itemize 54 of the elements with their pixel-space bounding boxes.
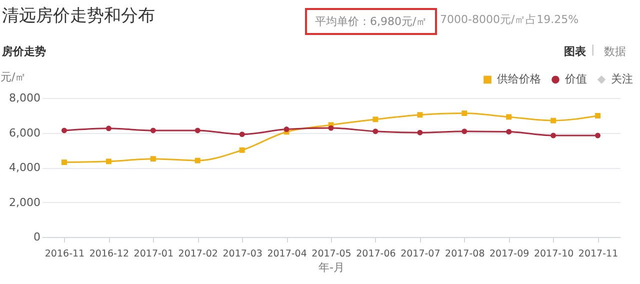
- x-tick-label: 2017-11: [578, 248, 618, 260]
- point: [372, 116, 378, 122]
- point: [550, 132, 556, 138]
- point: [194, 158, 200, 164]
- text: 平均单价：6,980元/㎡: [305, 8, 438, 35]
- point: [550, 118, 556, 124]
- point: [372, 128, 378, 134]
- y-tick-label: 6,000: [9, 126, 40, 140]
- x-tick-label: 2016-11: [44, 248, 85, 260]
- x-tick-label: 2017-02: [178, 248, 218, 260]
- chart-title: 清远房价走势和分布: [2, 5, 155, 27]
- point: [239, 132, 245, 138]
- x-axis-title: 年-月: [318, 261, 344, 274]
- point: [462, 128, 468, 134]
- x-tick-label: 2017-07: [400, 248, 440, 260]
- y-axis-title: 元/㎡: [0, 70, 26, 84]
- x-tick-label: 2017-05: [312, 248, 352, 260]
- x-tick-label: 2017-08: [445, 248, 485, 260]
- point: [506, 114, 512, 120]
- point: [462, 110, 468, 116]
- text: 7000-8000元/㎡占19.25%: [440, 12, 579, 27]
- x-tick-label: 2017-09: [489, 248, 530, 260]
- x-tick-label: 2017-04: [267, 248, 307, 260]
- point: [239, 147, 245, 153]
- point: [284, 126, 290, 132]
- y-tick-label: 2,000: [9, 196, 40, 209]
- text: 房价走势: [2, 44, 46, 59]
- y-tick-label: 8,000: [9, 92, 40, 104]
- x-tick-label: 2017-06: [356, 248, 396, 260]
- point: [595, 132, 601, 138]
- y-tick-label: 4,000: [9, 161, 40, 174]
- text: 图表: [564, 44, 586, 59]
- x-tick-label: 2016-12: [89, 248, 130, 260]
- text: |: [591, 43, 595, 56]
- legend-label: 供给价格: [497, 72, 541, 86]
- point: [61, 160, 67, 166]
- point: [61, 128, 67, 134]
- point: [595, 112, 601, 118]
- point: [194, 128, 200, 134]
- point: [417, 112, 423, 118]
- point: [328, 125, 334, 131]
- point: [417, 130, 423, 136]
- legend-label: 价值: [564, 72, 587, 86]
- point: [106, 158, 112, 164]
- x-tick-label: 2017-10: [534, 248, 574, 260]
- legend-label: 关注: [611, 72, 633, 86]
- point: [150, 156, 156, 162]
- x-tick-label: 2017-01: [134, 248, 174, 260]
- point: [506, 128, 512, 134]
- x-tick-label: 2017-03: [222, 248, 262, 260]
- point: [106, 126, 112, 132]
- y-tick-label: 0: [34, 230, 40, 244]
- point: [150, 128, 156, 134]
- text: 数据: [604, 44, 626, 59]
